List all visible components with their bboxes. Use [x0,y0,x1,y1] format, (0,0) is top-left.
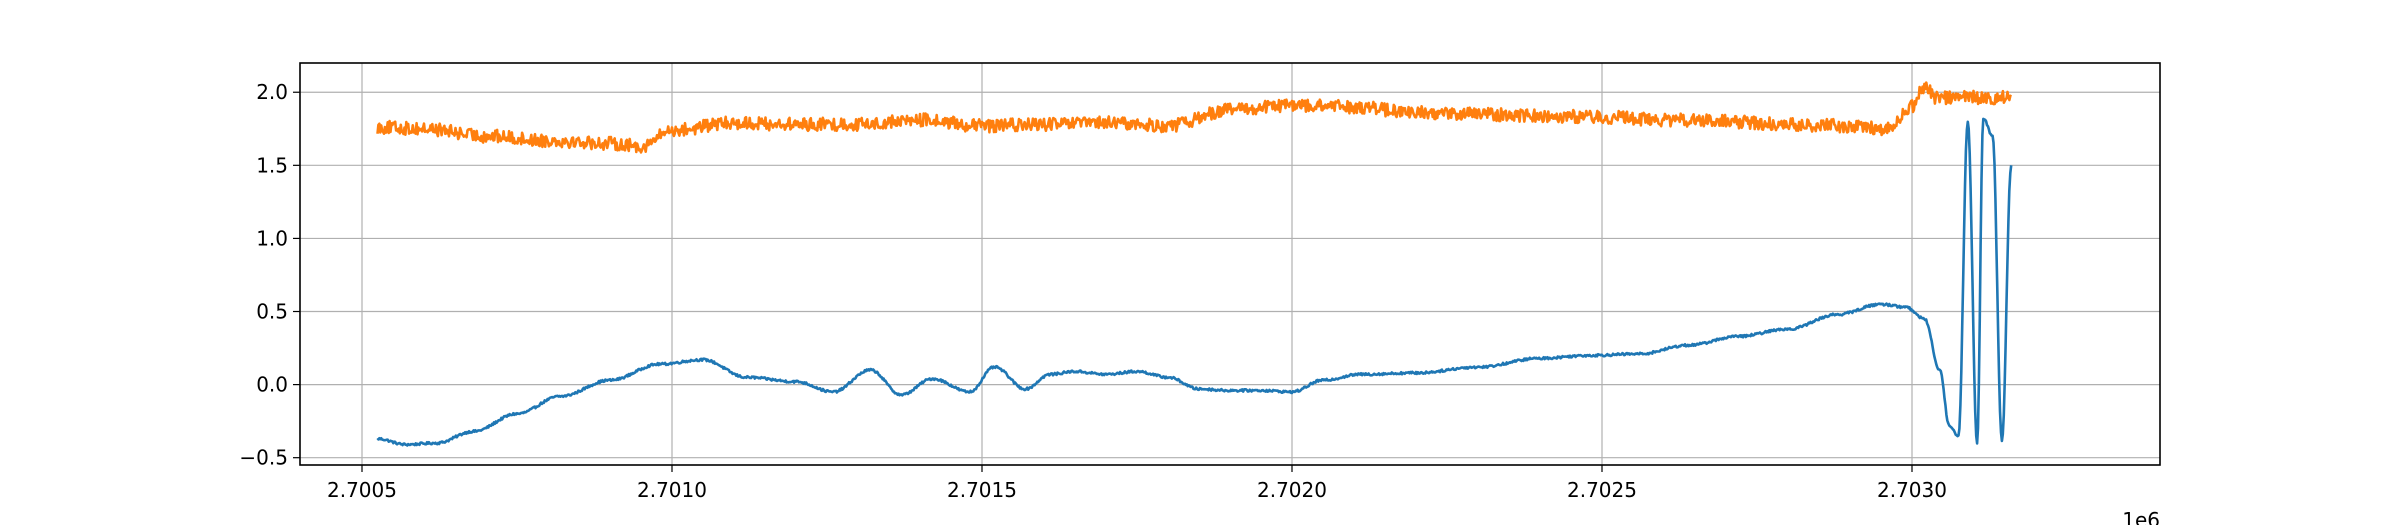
x-tick-label: 2.7005 [327,478,397,502]
series-line-2 [376,81,2013,154]
series-layer [376,81,2013,447]
x-tick-label: 2.7020 [1257,478,1327,502]
y-tick-label: 2.0 [256,80,288,104]
x-tick-label: 2.7015 [947,478,1017,502]
y-tick-label: 0.5 [256,300,288,324]
y-tick-label: 1.0 [256,226,288,250]
series-line-1 [376,117,2013,447]
y-tick-label: 0.0 [256,373,288,397]
plot-frame [299,62,2161,466]
y-tick-label: −0.5 [239,446,288,470]
x-tick-label: 2.7025 [1567,478,1637,502]
x-tick-label: 2.7010 [637,478,707,502]
x-axis-offset-label: 1e6 [2122,508,2160,525]
y-tick-label: 1.5 [256,153,288,177]
grid-layer [300,63,2160,465]
x-tick-label: 2.7030 [1877,478,1947,502]
tick-layer: 2.7005 2.7010 2.7015 2.7020 2.7025 2.7030 −0.5… [239,80,1947,502]
